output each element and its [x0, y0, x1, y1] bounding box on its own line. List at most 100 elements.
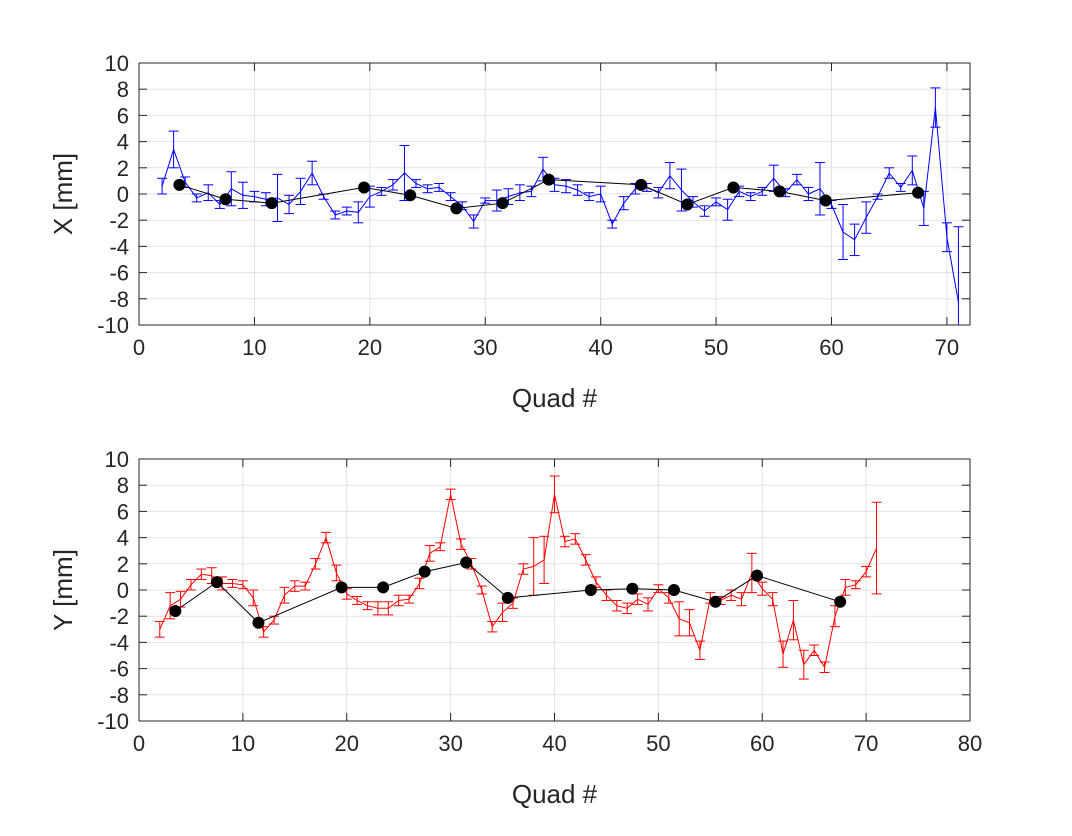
x-ytick-label: 4 [117, 130, 129, 155]
x-errorbar [387, 179, 398, 191]
y-xtick-label: 0 [133, 731, 145, 756]
y-errorbar [352, 596, 363, 605]
y-errorbar [840, 579, 851, 596]
y-errorbar [424, 544, 435, 562]
x-axis-ylabel: X [mm] [48, 153, 78, 235]
x-ytick-label: 10 [105, 51, 129, 76]
x-errorbar [330, 210, 341, 220]
x-errorbar [353, 201, 364, 224]
x-xtick-label: 60 [819, 335, 843, 360]
y-errorbar [435, 542, 446, 552]
y-marker [709, 595, 722, 608]
y-marker [584, 584, 597, 596]
x-errorbar [376, 186, 387, 196]
x-marker [912, 186, 925, 199]
x-errorbar [203, 184, 214, 202]
y-errorbar [372, 601, 383, 616]
x-ytick-label: 6 [117, 103, 129, 128]
x-errorbar [607, 219, 618, 229]
y-ytick-label: -10 [97, 709, 129, 734]
x-xtick-label: 10 [242, 335, 266, 360]
x-ytick-label: -10 [97, 313, 129, 338]
y-errorbar [362, 601, 373, 611]
y-errorbar [414, 577, 425, 590]
y-xtick-label: 50 [646, 731, 670, 756]
y-errorbar [539, 535, 550, 584]
x-xtick-label: 0 [133, 335, 145, 360]
x-errorbar [849, 223, 860, 257]
y-marker [751, 569, 764, 582]
x-ytick-label: 0 [117, 182, 129, 207]
y-errorbar [736, 592, 747, 607]
x-errorbar [745, 192, 756, 202]
y-errorbar [476, 585, 487, 595]
y-ytick-label: 10 [105, 447, 129, 472]
y-errorbar [196, 568, 207, 581]
x-errorbar [445, 192, 456, 202]
y-errorbar [393, 594, 404, 607]
x-marker [727, 181, 740, 194]
y-xtick-label: 10 [231, 731, 255, 756]
y-errorbar [653, 584, 664, 594]
y-errorbar [445, 488, 456, 501]
x-errorbar [468, 214, 479, 229]
x-errorbar [814, 162, 825, 216]
y-errorbar [331, 564, 342, 582]
x-errorbar [411, 179, 421, 188]
y-ytick-label: 0 [117, 578, 129, 603]
y-errorbar [237, 580, 248, 590]
y-errorbar [611, 599, 622, 612]
x-errorbar [711, 197, 722, 207]
y-errorbar [809, 644, 820, 656]
x-xtick-label: 20 [358, 335, 382, 360]
y-errorbar [642, 597, 653, 612]
y-marker [667, 584, 680, 596]
x-errorbar [480, 197, 491, 204]
x-errorbar [157, 177, 168, 195]
x-errorbar [618, 196, 629, 211]
x-errorbar [295, 177, 306, 205]
x-errorbar [168, 130, 179, 169]
y-marker [335, 581, 348, 594]
y-errorbar [871, 501, 882, 595]
x-errorbar [699, 205, 710, 217]
x-marker [496, 197, 509, 210]
y-errorbar [279, 586, 290, 604]
y-errorbar [570, 533, 581, 545]
y-errorbar [487, 620, 498, 633]
x-errorbar [272, 173, 283, 223]
x-errorbar [191, 193, 202, 203]
x-errorbar [341, 206, 352, 216]
y-marker [501, 591, 514, 604]
y-errorbar [622, 602, 633, 615]
y-errorbar [185, 579, 196, 591]
y-ytick-label: -6 [109, 657, 129, 682]
x-errorbar [514, 184, 525, 202]
y-xtick-label: 70 [854, 731, 878, 756]
x-errorbar [757, 186, 768, 196]
x-marker [635, 178, 648, 191]
y-errorbar [310, 558, 321, 570]
x-errorbar [722, 198, 733, 221]
y-errorbar [404, 594, 415, 604]
y-errorbar [456, 538, 467, 550]
x-errorbar [907, 155, 918, 186]
y-errorbar [757, 581, 768, 596]
y-errorbar [559, 535, 570, 548]
y-ytick-label: 4 [117, 526, 129, 551]
y-ytick-label: 2 [117, 552, 129, 577]
y-marker [626, 582, 639, 595]
x-marker [773, 185, 786, 198]
y-axis-ylabel: Y [mm] [48, 549, 78, 631]
x-errorbar [584, 192, 595, 202]
y-errorbar [300, 581, 311, 591]
y-errorbar [694, 640, 705, 660]
x-ytick-label: -2 [109, 208, 129, 233]
y-marker [252, 616, 265, 629]
x-errorbar [953, 226, 964, 325]
x-marker [819, 194, 832, 207]
x-errorbar [284, 194, 295, 215]
y-errorbar [674, 601, 685, 637]
